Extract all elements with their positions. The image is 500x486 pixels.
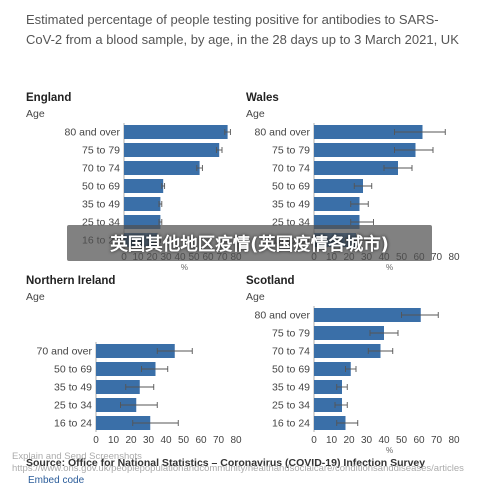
x-tick-label: 50 — [396, 435, 408, 446]
bar — [314, 308, 421, 322]
bar — [124, 143, 220, 157]
bar — [96, 380, 140, 394]
category-tick-label: 70 and over — [37, 346, 93, 358]
bar — [314, 416, 346, 430]
bar — [124, 179, 164, 193]
category-tick-label: 16 to 24 — [54, 418, 92, 430]
bar — [314, 161, 398, 175]
x-tick-label: 20 — [343, 435, 355, 446]
category-tick-label: 80 and over — [65, 127, 121, 139]
category-axis-label: Age — [246, 291, 265, 303]
footer-url[interactable]: https://www.ons.gov.uk/peoplepopulationa… — [12, 463, 464, 474]
bar — [314, 179, 363, 193]
bar — [96, 344, 175, 358]
bar — [96, 416, 151, 430]
category-tick-label: 35 to 49 — [82, 199, 120, 211]
category-tick-label: 80 and over — [255, 310, 311, 322]
chart-title: Scotland — [246, 275, 295, 287]
category-axis-label: Age — [246, 108, 265, 120]
category-tick-label: 50 to 69 — [82, 181, 120, 193]
overlay-banner: 英国其他地区疫情(英国疫情各城市) — [67, 225, 432, 261]
bar — [124, 197, 161, 211]
category-tick-label: 75 to 79 — [272, 145, 310, 157]
x-tick-label: 80 — [448, 435, 460, 446]
bar — [314, 326, 384, 340]
category-tick-label: 50 to 69 — [272, 181, 310, 193]
bar — [96, 398, 137, 412]
x-tick-label: 70 — [431, 252, 443, 263]
x-tick-label: 10 — [108, 435, 120, 446]
bar — [314, 362, 351, 376]
category-axis-label: Age — [26, 108, 45, 120]
category-tick-label: 75 to 79 — [82, 145, 120, 157]
category-tick-label: 35 to 49 — [272, 199, 310, 211]
chart-title: Wales — [246, 92, 279, 104]
x-tick-label: 80 — [230, 435, 242, 446]
x-axis-unit-label: % — [386, 263, 393, 272]
x-tick-label: 10 — [326, 435, 338, 446]
category-tick-label: 25 to 34 — [54, 400, 92, 412]
bar — [314, 398, 342, 412]
bar — [314, 344, 381, 358]
chart-title: England — [26, 92, 72, 104]
x-tick-label: 50 — [178, 435, 190, 446]
x-tick-label: 40 — [160, 435, 172, 446]
footer-source: Source: Office for National Statistics –… — [26, 457, 426, 469]
x-axis-unit-label: % — [386, 446, 393, 455]
category-tick-label: 50 to 69 — [272, 364, 310, 376]
x-tick-label: 60 — [413, 435, 425, 446]
bar — [124, 161, 200, 175]
category-tick-label: 35 to 49 — [54, 382, 92, 394]
embed-code-link[interactable]: Embed code — [28, 475, 85, 486]
category-tick-label: 50 to 69 — [54, 364, 92, 376]
x-tick-label: 60 — [195, 435, 207, 446]
chart-northern-ireland: Northern Ireland Age 70 and over 50 to 69… — [26, 275, 246, 455]
x-tick-label: 80 — [448, 252, 460, 263]
overlay-text: 英国其他地区疫情(英国疫情各城市) — [110, 234, 389, 255]
category-tick-label: 70 to 74 — [272, 346, 310, 358]
x-tick-label: 20 — [125, 435, 137, 446]
bar — [314, 380, 342, 394]
x-axis-unit-label: % — [181, 263, 188, 272]
bar — [124, 125, 228, 139]
category-tick-label: 35 to 49 — [272, 382, 310, 394]
x-tick-label: 30 — [143, 435, 155, 446]
chart-scotland: Scotland Age 80 and over 75 to 79 70 to 74… — [246, 275, 476, 455]
x-tick-label: 40 — [378, 435, 390, 446]
x-tick-label: 0 — [93, 435, 99, 446]
category-axis-label: Age — [26, 291, 45, 303]
bar — [314, 125, 423, 139]
x-tick-label: 70 — [431, 435, 443, 446]
x-tick-label: 30 — [361, 435, 373, 446]
x-tick-label: 70 — [213, 435, 225, 446]
category-tick-label: 80 and over — [255, 127, 311, 139]
bar — [314, 143, 416, 157]
page-title: Estimated percentage of people testing p… — [26, 12, 459, 47]
bar — [96, 362, 156, 376]
bar-chart-svg: 80 and over 75 to 79 70 to 74 50 to 69 35 to… — [255, 306, 460, 455]
footer-explain-link[interactable]: Explain and Send Screenshots — [12, 451, 142, 462]
bar — [314, 197, 360, 211]
category-tick-label: 16 to 24 — [272, 418, 310, 430]
chart-title: Northern Ireland — [26, 275, 116, 287]
category-tick-label: 70 to 74 — [272, 163, 310, 175]
category-tick-label: 70 to 74 — [82, 163, 120, 175]
category-tick-label: 25 to 34 — [272, 400, 310, 412]
bar-chart-svg: 70 and over 50 to 69 35 to 49 25 to 34 16 to… — [37, 342, 242, 446]
x-tick-label: 0 — [311, 435, 317, 446]
category-tick-label: 75 to 79 — [272, 328, 310, 340]
